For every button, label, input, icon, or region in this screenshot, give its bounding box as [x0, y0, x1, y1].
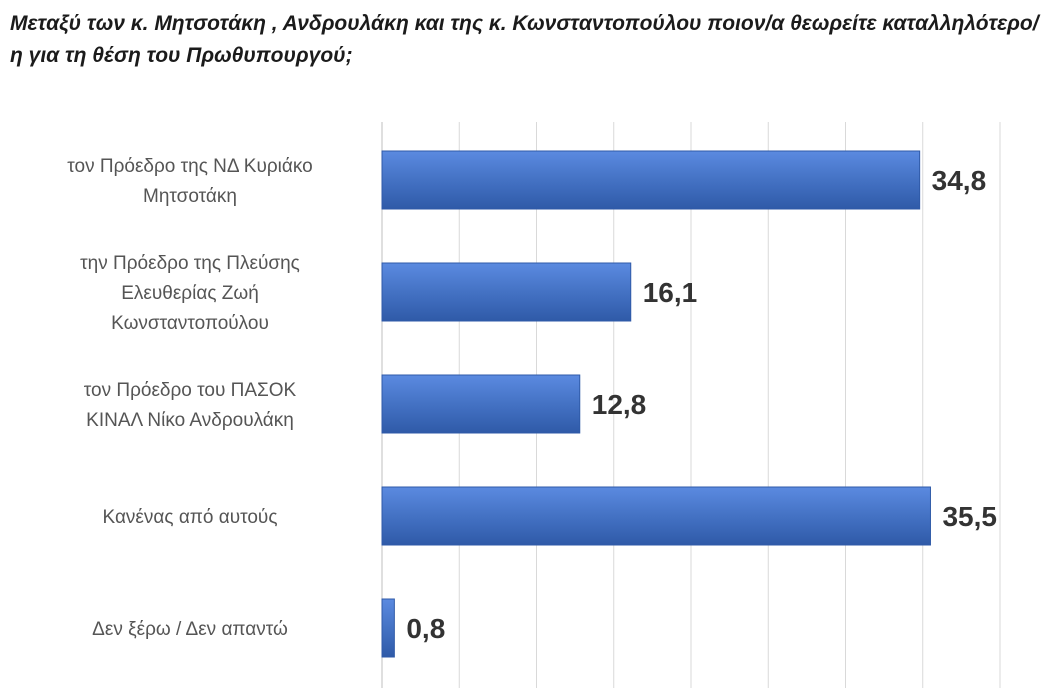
category-label-line: Κωνσταντοπούλου	[111, 313, 269, 334]
category-label-line: τον Πρόεδρο του ΠΑΣΟΚ	[84, 380, 297, 401]
category-label: την Πρόεδρο της Πλεύσης Ελευθερίας Ζωή Κων…	[80, 253, 300, 334]
data-label: 35,5	[942, 501, 997, 532]
bars	[381, 150, 931, 658]
bar	[381, 374, 581, 434]
bar	[381, 150, 921, 210]
category-label-line: Κανένας από αυτούς	[103, 507, 278, 528]
category-label-line: Μητσοτάκη	[143, 186, 237, 207]
gridlines	[381, 122, 1001, 688]
data-label: 34,8	[932, 165, 987, 196]
category-labels: τον Πρόεδρο της ΝΔ Κυριάκο Μητσοτάκη την Π…	[67, 156, 312, 640]
data-label: 12,8	[592, 389, 647, 420]
data-label: 0,8	[406, 613, 445, 644]
category-label: Κανένας από αυτούς	[103, 507, 278, 528]
bar	[381, 262, 632, 322]
chart-title: Μεταξύ των κ. Μητσοτάκη , Ανδρουλάκη και…	[10, 12, 1039, 67]
category-label-line: την Πρόεδρο της Πλεύσης	[80, 253, 300, 274]
category-label-line: τον Πρόεδρο της ΝΔ Κυριάκο	[67, 156, 312, 177]
category-label-line: Ελευθερίας Ζωή	[121, 283, 259, 304]
value-labels: 34,8 16,1 12,8 35,5 0,8	[406, 165, 997, 644]
category-label: Δεν ξέρω / Δεν απαντώ	[92, 619, 288, 640]
category-label: τον Πρόεδρο της ΝΔ Κυριάκο Μητσοτάκη	[67, 156, 312, 207]
bar	[381, 486, 931, 546]
category-label-line: Δεν ξέρω / Δεν απαντώ	[92, 619, 288, 640]
data-label: 16,1	[643, 277, 698, 308]
category-label: τον Πρόεδρο του ΠΑΣΟΚ ΚΙΝΑΛ Νίκο Ανδρουλά…	[84, 380, 297, 431]
bar	[381, 598, 395, 658]
category-label-line: ΚΙΝΑΛ Νίκο Ανδρουλάκη	[86, 410, 294, 431]
